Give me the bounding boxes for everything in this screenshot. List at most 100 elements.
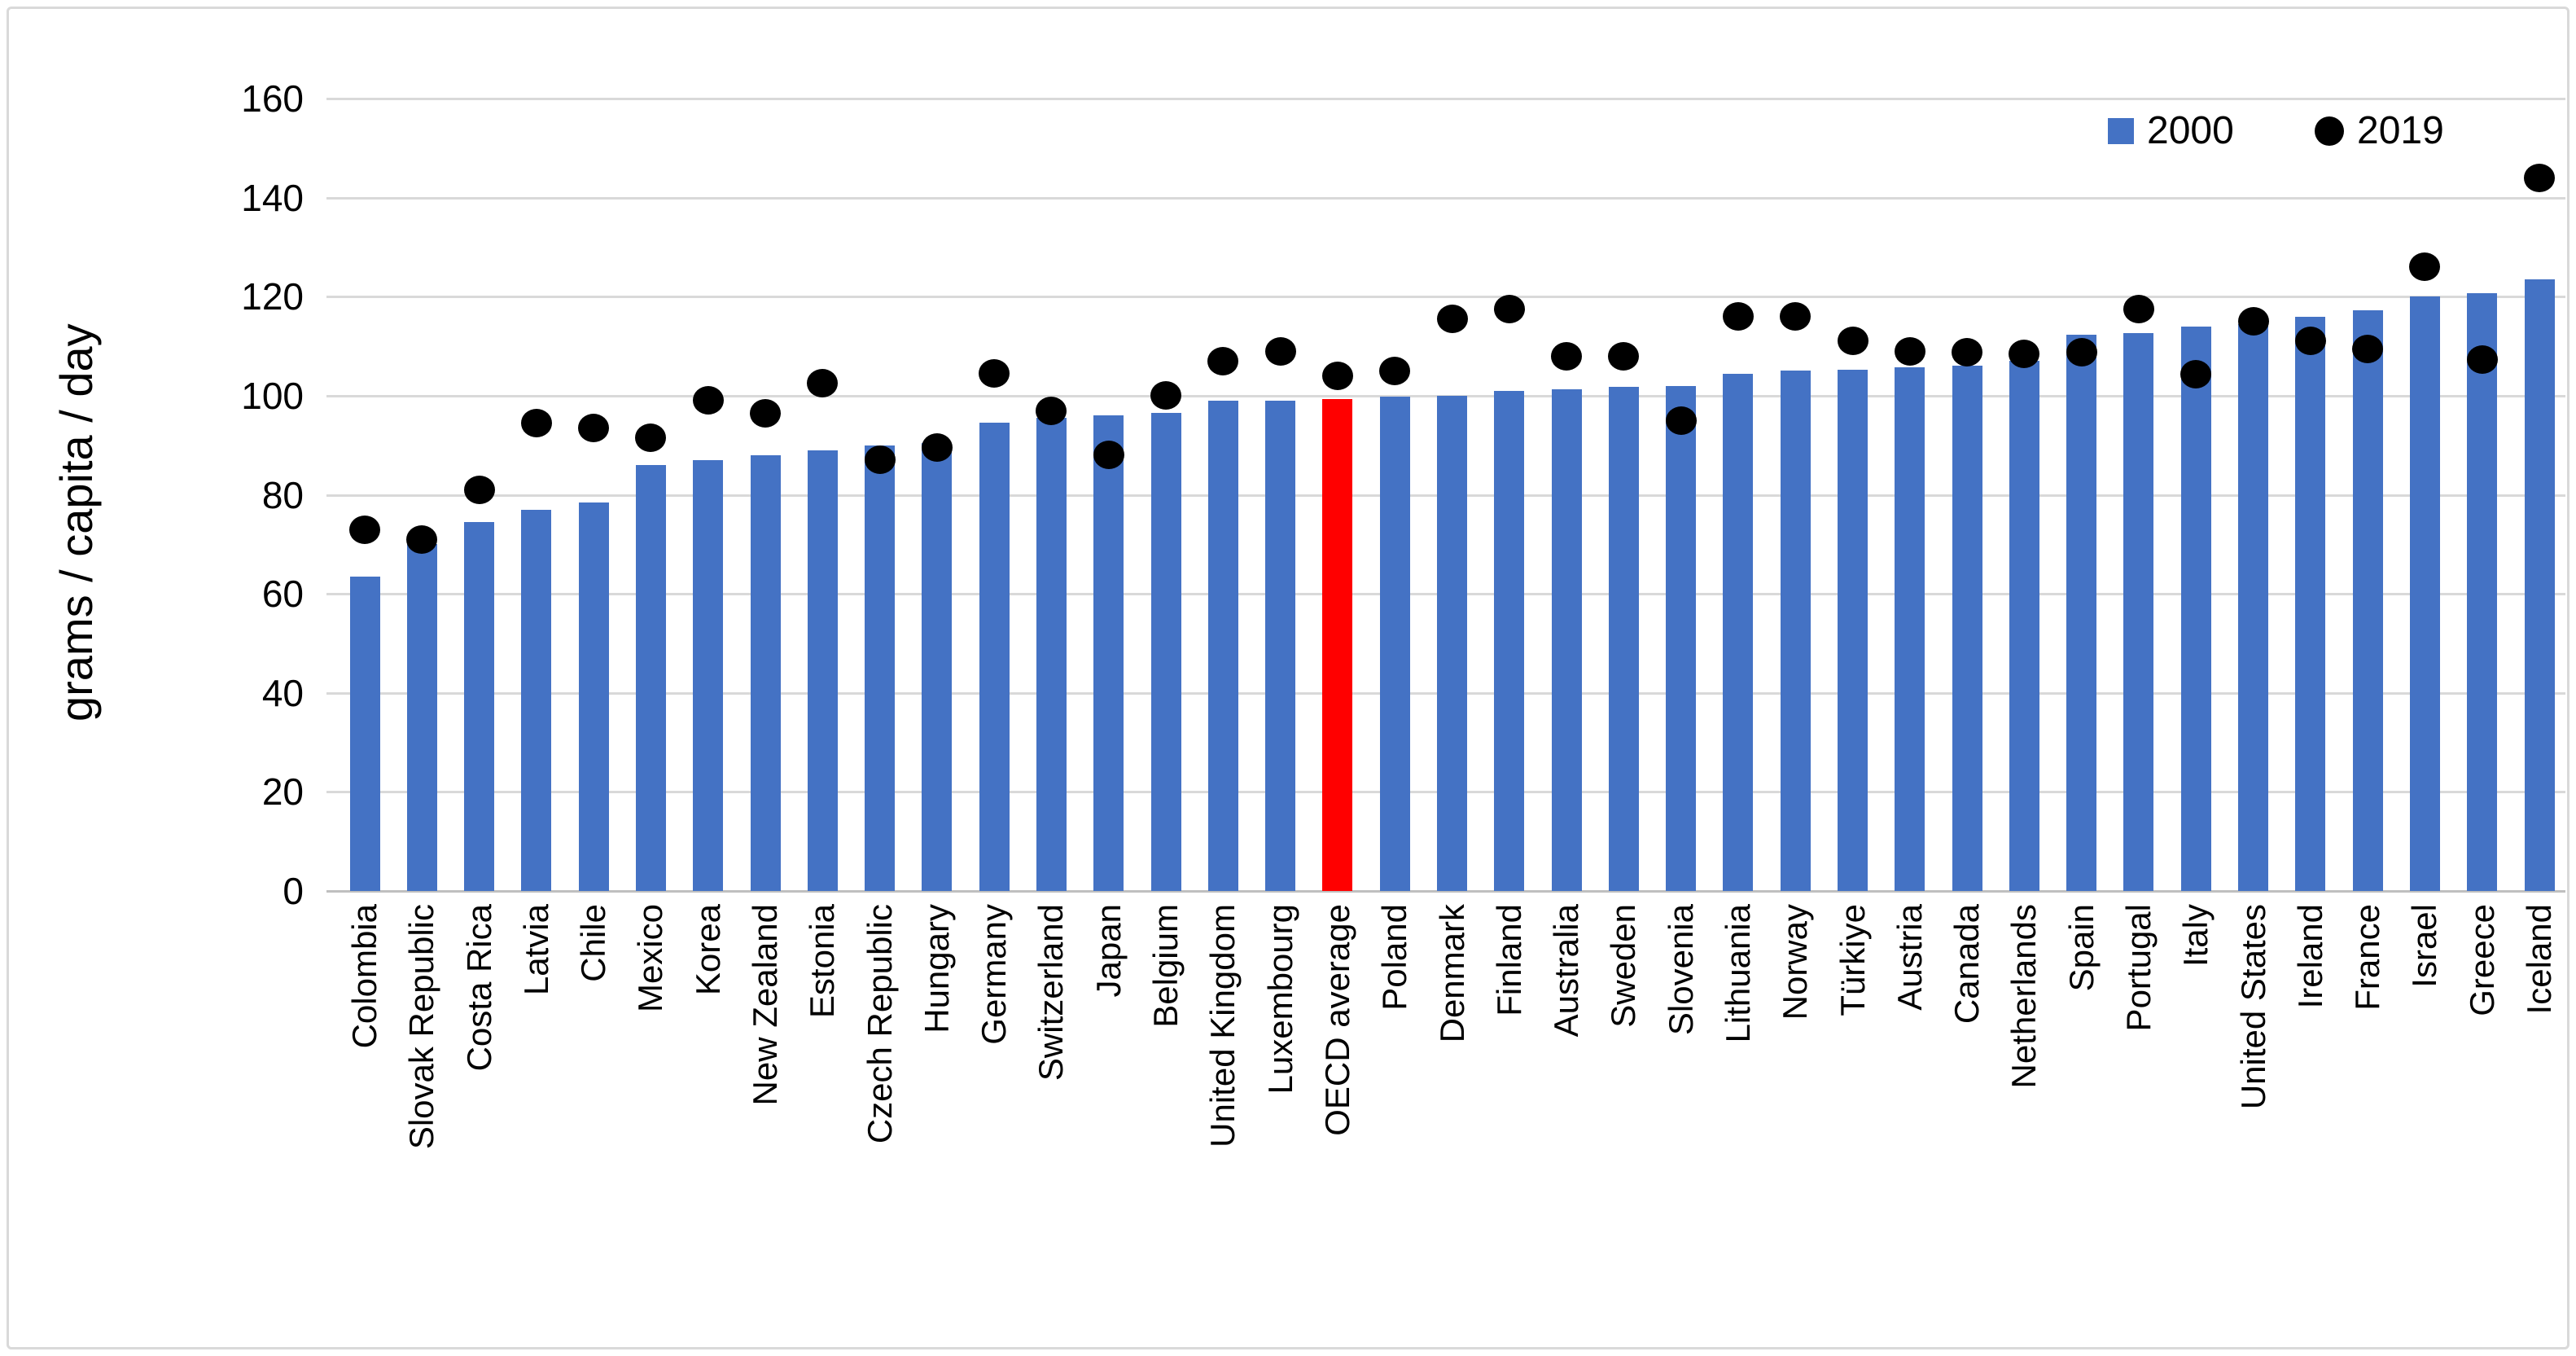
bar-netherlands	[2009, 361, 2039, 891]
x-axis-label-austria: Austria	[1890, 904, 1929, 1011]
y-tick-label: 80	[261, 473, 304, 516]
bar-chile	[578, 502, 609, 891]
x-axis-label-slovak-republic: Slovak Republic	[402, 904, 441, 1150]
scatter-point-greece	[2466, 344, 2498, 374]
bar-france	[2352, 309, 2383, 891]
bar-estonia	[807, 450, 838, 891]
bar-luxembourg	[1265, 400, 1296, 891]
x-axis-label-oecd-average: OECD average	[1317, 904, 1356, 1136]
bar-united-states	[2238, 323, 2269, 891]
bar-türkiye	[1838, 369, 1868, 891]
y-tick-label: 140	[241, 176, 304, 219]
x-axis-label-poland: Poland	[1375, 904, 1414, 1011]
scatter-point-czech-republic	[864, 445, 896, 475]
scatter-point-hungary	[921, 433, 953, 463]
scatter-point-lithuania	[1722, 302, 1754, 331]
y-tick-label: 20	[261, 770, 304, 814]
bar-slovenia	[1666, 385, 1697, 891]
bar-czech-republic	[865, 445, 896, 891]
x-axis-label-lithuania: Lithuania	[1718, 904, 1757, 1043]
scatter-point-poland	[1379, 356, 1411, 385]
x-axis-label-new-zealand: New Zealand	[746, 904, 785, 1106]
y-tick-label: 40	[261, 671, 304, 714]
bar-oecd-average	[1322, 399, 1353, 891]
bar-spain	[2066, 335, 2097, 891]
x-axis-label-costa-rica: Costa Rica	[459, 904, 498, 1072]
x-axis-label-slovenia: Slovenia	[1661, 904, 1700, 1036]
plot-area: grams / capita / day 2000 2019 160 140 120 1…	[9, 9, 2567, 1347]
scatter-point-united-states	[2237, 307, 2269, 336]
bar-hungary	[922, 442, 953, 891]
scatter-point-united-kingdom	[1207, 346, 1239, 375]
bar-austria	[1895, 367, 1925, 891]
bar-korea	[693, 459, 724, 891]
bar-belgium	[1150, 413, 1181, 891]
x-axis-label-switzerland: Switzerland	[1032, 904, 1071, 1082]
scatter-point-colombia	[349, 515, 380, 544]
x-axis-label-mexico: Mexico	[631, 904, 670, 1013]
gridline-120	[326, 296, 2565, 299]
x-axis-label-ireland: Ireland	[2290, 904, 2329, 1009]
x-axis-label-netherlands: Netherlands	[2004, 904, 2044, 1089]
scatter-point-oecd-average	[1321, 362, 1353, 391]
y-tick-label: 120	[241, 275, 304, 318]
scatter-point-norway	[1780, 302, 1812, 331]
bar-norway	[1780, 371, 1811, 891]
bar-denmark	[1437, 395, 1467, 891]
bar-ireland	[2295, 316, 2326, 891]
x-axis-label-france: France	[2348, 904, 2387, 1011]
x-axis-label-finland: Finland	[1489, 904, 1528, 1016]
bar-israel	[2409, 296, 2440, 891]
bar-lithuania	[1723, 373, 1754, 891]
x-axis-label-portugal: Portugal	[2118, 904, 2158, 1032]
y-tick-label: 100	[241, 374, 304, 417]
scatter-point-australia	[1551, 341, 1583, 371]
scatter-point-costa-rica	[463, 475, 495, 504]
chart-figure: grams / capita / day 2000 2019 160 140 120 1…	[7, 7, 2569, 1349]
bar-new-zealand	[750, 454, 781, 891]
scatter-point-denmark	[1436, 305, 1468, 334]
x-axis-label-hungary: Hungary	[917, 904, 956, 1033]
scatter-point-spain	[2066, 337, 2097, 366]
x-axis-label-israel: Israel	[2405, 904, 2444, 988]
scatter-point-slovenia	[1665, 406, 1697, 435]
x-axis-label-estonia: Estonia	[803, 904, 842, 1019]
x-axis-label-colombia: Colombia	[345, 904, 383, 1049]
legend-label-2019: 2019	[2357, 109, 2444, 152]
bar-iceland	[2524, 279, 2555, 891]
gridline-140	[326, 196, 2565, 200]
scatter-point-italy	[2180, 360, 2212, 389]
gridline-0	[326, 890, 2565, 893]
legend-label-2000: 2000	[2147, 109, 2234, 152]
scatter-point-israel	[2409, 252, 2441, 282]
x-axis-label-united-kingdom: United Kingdom	[1203, 904, 1242, 1148]
x-axis-label-greece: Greece	[2462, 904, 2501, 1016]
x-axis-label-germany: Germany	[975, 904, 1014, 1045]
scatter-point-latvia	[520, 408, 552, 437]
x-axis-label-belgium: Belgium	[1146, 904, 1185, 1028]
bar-portugal	[2123, 332, 2154, 891]
bar-sweden	[1608, 386, 1639, 891]
x-axis-label-australia: Australia	[1547, 904, 1586, 1038]
bar-latvia	[521, 509, 552, 891]
x-axis-label-denmark: Denmark	[1432, 904, 1471, 1043]
legend-swatch-2000	[2108, 118, 2134, 144]
bar-mexico	[635, 465, 666, 891]
bar-switzerland	[1036, 418, 1067, 891]
scatter-point-slovak-republic	[406, 524, 438, 554]
y-tick-label: 60	[261, 573, 304, 616]
scatter-point-canada	[1952, 338, 1983, 367]
bar-united-kingdom	[1207, 400, 1238, 891]
bar-australia	[1551, 388, 1582, 891]
x-axis-label-türkiye: Türkiye	[1833, 904, 1872, 1016]
scatter-point-netherlands	[2009, 339, 2040, 368]
scatter-point-austria	[1894, 336, 1925, 366]
bar-poland	[1379, 397, 1410, 891]
scatter-point-new-zealand	[750, 398, 782, 428]
scatter-point-finland	[1493, 294, 1525, 323]
scatter-point-iceland	[2524, 163, 2556, 192]
scatter-point-chile	[578, 413, 610, 442]
scatter-point-sweden	[1608, 341, 1640, 371]
x-axis-label-japan: Japan	[1089, 904, 1128, 998]
x-axis-label-korea: Korea	[688, 904, 727, 996]
